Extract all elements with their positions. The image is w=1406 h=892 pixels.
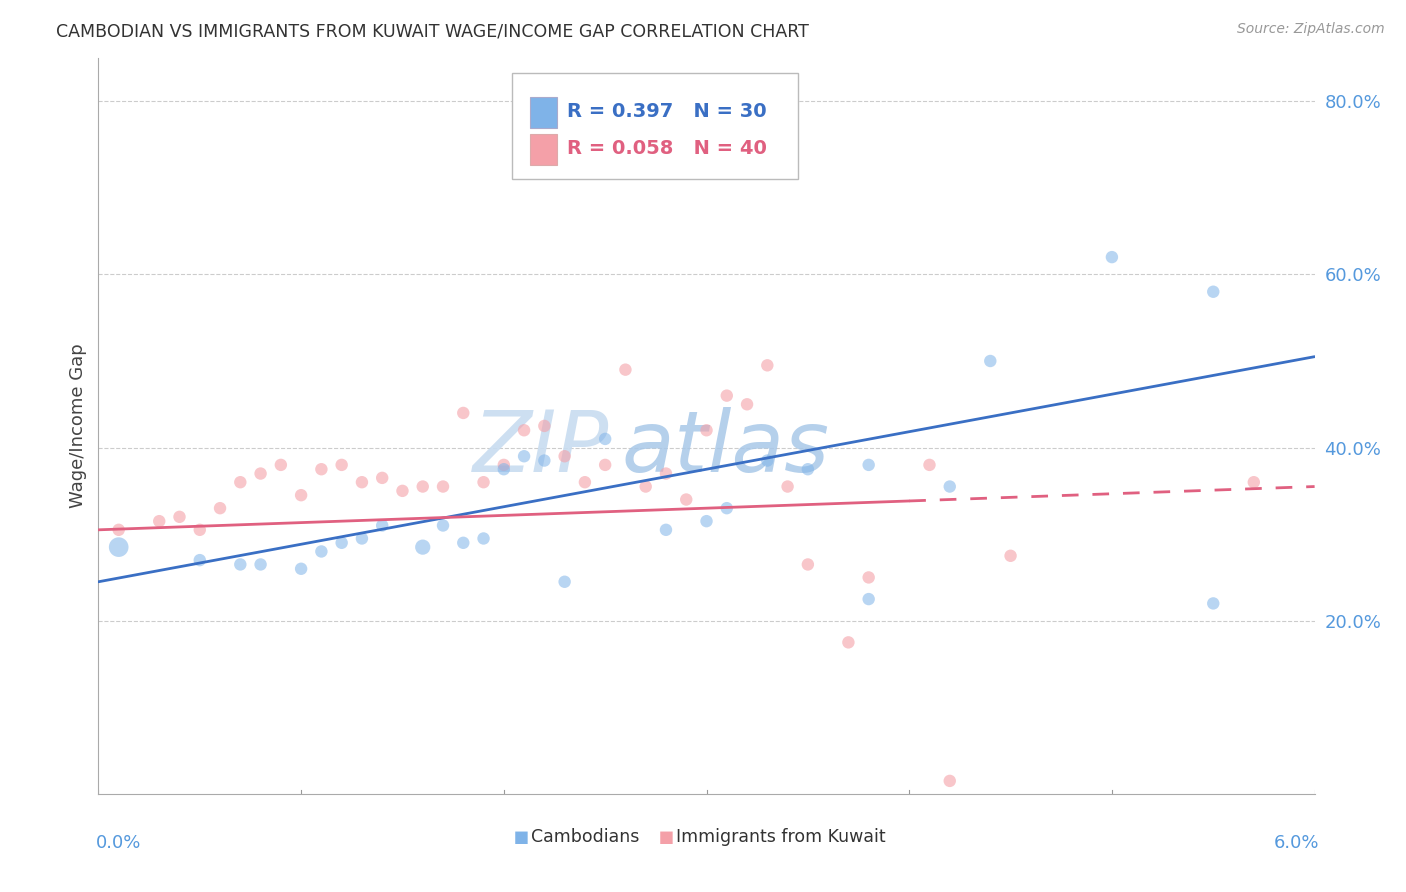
Point — [756, 453, 779, 467]
Point — [453, 536, 475, 550]
Point — [797, 462, 820, 476]
Point — [169, 509, 191, 524]
Point — [756, 359, 779, 373]
Point — [188, 553, 211, 567]
Point — [209, 501, 232, 516]
Point — [371, 471, 394, 485]
Point — [472, 475, 495, 490]
Point — [593, 432, 616, 446]
Point — [858, 592, 880, 607]
Point — [716, 501, 738, 516]
Point — [311, 544, 333, 558]
Point — [696, 423, 718, 437]
Point — [634, 479, 657, 493]
Point — [858, 458, 880, 472]
Point — [453, 406, 475, 420]
Point — [371, 518, 394, 533]
Point — [858, 570, 880, 584]
Bar — [530, 134, 557, 165]
Text: 0.0%: 0.0% — [96, 834, 141, 852]
Text: ▪: ▪ — [658, 825, 675, 848]
Point — [290, 488, 312, 502]
Point — [513, 449, 536, 463]
Text: 6.0%: 6.0% — [1274, 834, 1319, 852]
Point — [533, 453, 555, 467]
Point — [229, 475, 252, 490]
Point — [655, 467, 678, 481]
Point — [716, 389, 738, 403]
FancyBboxPatch shape — [512, 72, 797, 179]
Point — [797, 558, 820, 572]
Point — [432, 479, 454, 493]
Point — [1000, 549, 1022, 563]
Point — [1202, 596, 1225, 610]
Point — [675, 492, 697, 507]
Point — [148, 514, 170, 528]
Point — [696, 514, 718, 528]
Point — [290, 562, 312, 576]
Point — [939, 479, 962, 493]
Bar — [530, 97, 557, 128]
Point — [655, 523, 678, 537]
Point — [412, 479, 434, 493]
Point — [107, 540, 129, 554]
Point — [1202, 285, 1225, 299]
Text: ZIP: ZIP — [472, 407, 609, 490]
Point — [229, 558, 252, 572]
Text: Immigrants from Kuwait: Immigrants from Kuwait — [676, 828, 886, 846]
Point — [614, 362, 637, 376]
Point — [330, 536, 353, 550]
Point — [1243, 475, 1265, 490]
Point — [979, 354, 1001, 368]
Text: atlas: atlas — [621, 407, 830, 490]
Point — [554, 574, 576, 589]
Point — [939, 773, 962, 788]
Point — [472, 532, 495, 546]
Point — [1101, 250, 1123, 264]
Text: Source: ZipAtlas.com: Source: ZipAtlas.com — [1237, 22, 1385, 37]
Point — [249, 467, 271, 481]
Point — [432, 518, 454, 533]
Point — [492, 458, 515, 472]
Text: Cambodians: Cambodians — [531, 828, 640, 846]
Point — [391, 483, 413, 498]
Point — [554, 449, 576, 463]
Point — [412, 540, 434, 554]
Point — [492, 462, 515, 476]
Text: CAMBODIAN VS IMMIGRANTS FROM KUWAIT WAGE/INCOME GAP CORRELATION CHART: CAMBODIAN VS IMMIGRANTS FROM KUWAIT WAGE… — [56, 22, 808, 40]
Point — [837, 635, 859, 649]
Point — [776, 479, 799, 493]
Point — [107, 523, 129, 537]
Point — [311, 462, 333, 476]
Text: ▪: ▪ — [513, 825, 530, 848]
Point — [735, 397, 758, 411]
Text: R = 0.058   N = 40: R = 0.058 N = 40 — [567, 139, 766, 158]
Point — [350, 532, 373, 546]
Point — [574, 475, 596, 490]
Point — [188, 523, 211, 537]
Point — [533, 418, 555, 433]
Point — [918, 458, 941, 472]
Point — [270, 458, 292, 472]
Point — [513, 423, 536, 437]
Text: R = 0.397   N = 30: R = 0.397 N = 30 — [567, 103, 766, 121]
Y-axis label: Wage/Income Gap: Wage/Income Gap — [69, 343, 87, 508]
Point — [593, 458, 616, 472]
Point — [350, 475, 373, 490]
Point — [330, 458, 353, 472]
Point — [249, 558, 271, 572]
